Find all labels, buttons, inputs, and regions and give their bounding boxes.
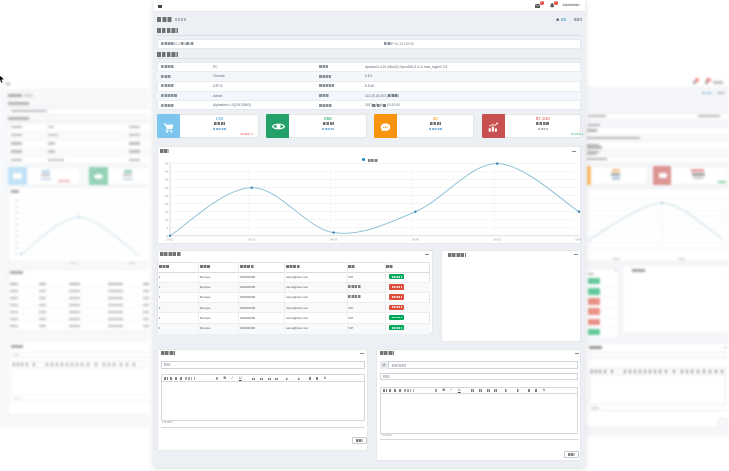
svg-text:10: 10 [165,218,169,222]
svg-text:06-06: 06-06 [575,238,581,242]
svg-text:06-05: 06-05 [494,238,502,242]
svg-text:25: 25 [165,194,169,198]
svg-text:40: 40 [165,170,169,174]
svg-text:06-01: 06-01 [166,238,174,242]
svg-text:15: 15 [165,210,169,214]
svg-text:06-02: 06-02 [248,238,256,242]
svg-text:20: 20 [165,202,169,206]
svg-text:5: 5 [166,226,168,230]
svg-text:30: 30 [165,186,169,190]
svg-text:06-04: 06-04 [412,238,420,242]
svg-text:35: 35 [165,178,169,182]
svg-text:0: 0 [166,234,168,238]
svg-text:45: 45 [165,162,169,166]
svg-text:06-03: 06-03 [330,238,338,242]
